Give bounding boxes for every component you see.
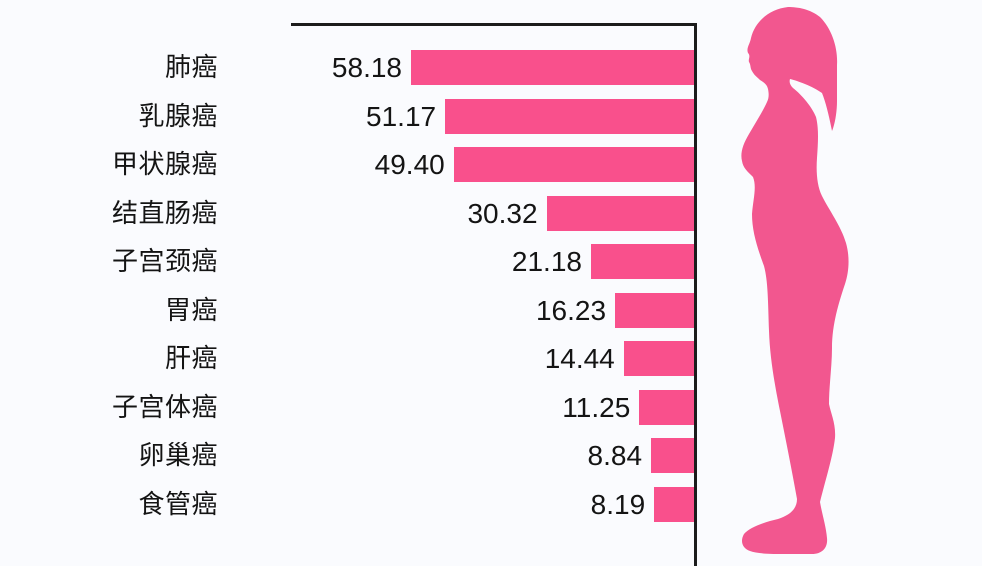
value-label: 58.18 bbox=[331, 52, 402, 83]
bar bbox=[639, 389, 694, 425]
bar-row: 乳腺癌 51.17 bbox=[0, 98, 982, 134]
bar bbox=[445, 98, 694, 134]
value-label: 11.25 bbox=[562, 391, 631, 423]
bar-row: 胃癌 16.23 bbox=[0, 292, 982, 328]
value-label: 14.44 bbox=[544, 343, 615, 374]
category-label: 肺癌 bbox=[164, 52, 218, 82]
category-label: 子宫颈癌 bbox=[111, 246, 218, 276]
bar bbox=[651, 438, 694, 473]
category-label: 子宫体癌 bbox=[111, 391, 218, 422]
bar bbox=[654, 486, 694, 522]
bar bbox=[453, 147, 694, 182]
category-label: 胃癌 bbox=[164, 294, 218, 325]
bar-row: 子宫体癌 11.25 bbox=[0, 389, 982, 425]
category-label: 甲状腺癌 bbox=[111, 149, 218, 179]
bar-row: 结直肠癌 30.32 bbox=[0, 195, 982, 231]
value-label: 8.84 bbox=[587, 440, 643, 471]
bar-row: 食管癌 8.19 bbox=[0, 486, 982, 522]
value-label: 51.17 bbox=[366, 100, 437, 132]
value-label: 30.32 bbox=[467, 197, 538, 229]
bar bbox=[615, 292, 694, 328]
value-label: 8.19 bbox=[590, 488, 646, 520]
category-label: 乳腺癌 bbox=[138, 100, 218, 131]
bar-row: 肺癌 58.18 bbox=[0, 50, 982, 85]
category-label: 食管癌 bbox=[138, 488, 218, 519]
bar bbox=[623, 341, 694, 376]
value-label: 16.23 bbox=[535, 294, 607, 326]
bar-row: 肝癌 14.44 bbox=[0, 341, 982, 376]
bar bbox=[590, 244, 694, 279]
category-label: 肝癌 bbox=[164, 343, 218, 373]
chart-top-border-line bbox=[291, 23, 697, 26]
bar-row: 甲状腺癌 49.40 bbox=[0, 147, 982, 182]
value-label: 49.40 bbox=[374, 149, 445, 180]
woman-profile-shape bbox=[741, 7, 849, 554]
bar bbox=[546, 195, 694, 231]
bar-row: 卵巢癌 8.84 bbox=[0, 438, 982, 473]
chart-right-axis-line bbox=[694, 23, 697, 566]
category-label: 卵巢癌 bbox=[138, 440, 218, 470]
bar-row: 子宫颈癌 21.18 bbox=[0, 244, 982, 279]
value-label: 21.18 bbox=[511, 246, 582, 277]
bar bbox=[411, 50, 694, 85]
category-label: 结直肠癌 bbox=[111, 197, 218, 228]
